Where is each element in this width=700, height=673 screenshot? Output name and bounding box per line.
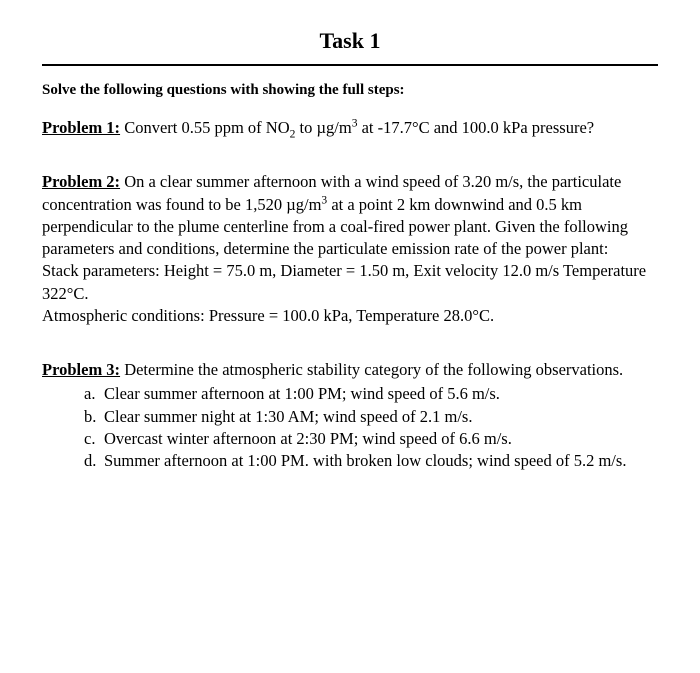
item-text-d: Summer afternoon at 1:00 PM. with broken…: [104, 450, 626, 472]
list-item: b. Clear summer night at 1:30 AM; wind s…: [84, 406, 658, 428]
list-item: a. Clear summer afternoon at 1:00 PM; wi…: [84, 383, 658, 405]
item-text-b: Clear summer night at 1:30 AM; wind spee…: [104, 406, 472, 428]
problem-2-label: Problem 2:: [42, 172, 120, 191]
instruction-content: Solve the following questions with showi…: [42, 82, 405, 98]
item-marker-d: d.: [84, 450, 104, 472]
problem-1-label: Problem 1:: [42, 118, 120, 137]
problem-1-text-c: at -17.7°C and 100.0 kPa pressure?: [357, 118, 594, 137]
problem-3-list: a. Clear summer afternoon at 1:00 PM; wi…: [42, 383, 658, 472]
problem-1: Problem 1: Convert 0.55 ppm of NO2 to µg…: [42, 117, 658, 139]
task-title: Task 1: [42, 28, 658, 54]
title-divider: [42, 64, 658, 66]
problem-1-text-b: to µg/m: [295, 118, 351, 137]
problem-2: Problem 2: On a clear summer afternoon w…: [42, 171, 658, 327]
list-item: d. Summer afternoon at 1:00 PM. with bro…: [84, 450, 658, 472]
list-item: c. Overcast winter afternoon at 2:30 PM;…: [84, 428, 658, 450]
item-marker-b: b.: [84, 406, 104, 428]
problem-2-line2: Stack parameters: Height = 75.0 m, Diame…: [42, 261, 646, 302]
problem-3-label: Problem 3:: [42, 360, 120, 379]
item-text-c: Overcast winter afternoon at 2:30 PM; wi…: [104, 428, 512, 450]
problem-1-text-a: Convert 0.55 ppm of NO: [120, 118, 290, 137]
problem-2-line3: Atmospheric conditions: Pressure = 100.0…: [42, 306, 494, 325]
item-text-a: Clear summer afternoon at 1:00 PM; wind …: [104, 383, 500, 405]
item-marker-a: a.: [84, 383, 104, 405]
problem-3-intro: Determine the atmospheric stability cate…: [120, 360, 623, 379]
problem-3: Problem 3: Determine the atmospheric sta…: [42, 359, 658, 472]
item-marker-c: c.: [84, 428, 104, 450]
instruction-text: Solve the following questions with showi…: [42, 82, 658, 99]
